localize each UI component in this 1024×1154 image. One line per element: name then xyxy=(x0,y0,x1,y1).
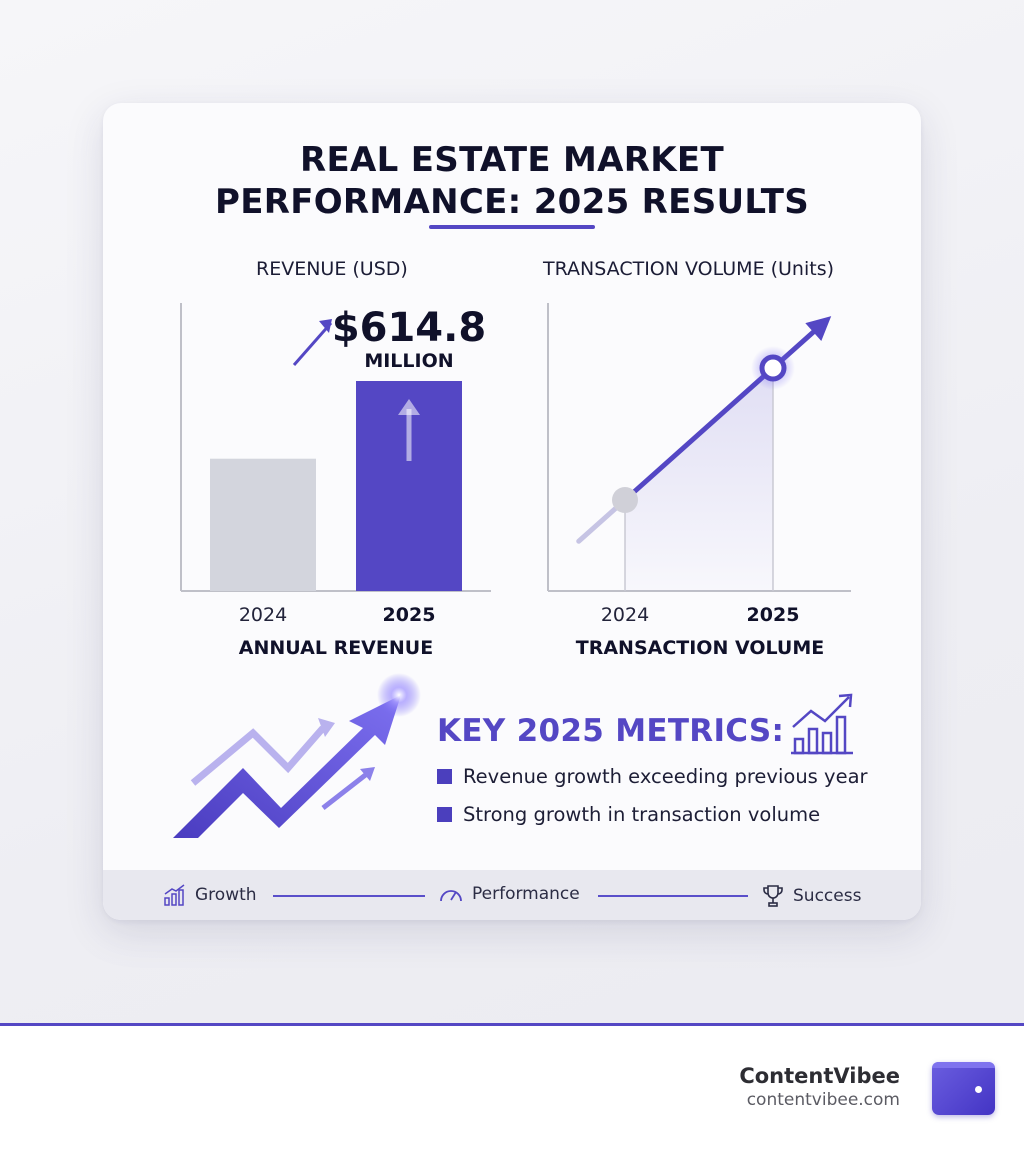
revenue-tick-2025: 2025 xyxy=(383,604,436,626)
infographic-card: REAL ESTATE MARKET PERFORMANCE: 2025 RES… xyxy=(103,103,921,920)
volume-series xyxy=(576,316,832,591)
revenue-bar-2024 xyxy=(210,458,316,591)
volume-point-2024 xyxy=(612,487,638,513)
revenue-bars xyxy=(210,381,462,591)
trophy-icon xyxy=(763,885,783,907)
brand-logo-icon xyxy=(932,1062,995,1115)
revenue-chart-title: REVENUE (USD) xyxy=(256,258,408,280)
title-underline xyxy=(429,225,595,229)
title-line-2: PERFORMANCE: 2025 RESULTS xyxy=(214,182,810,222)
bullet-square-icon xyxy=(437,807,452,822)
metric-item-text: Revenue growth exceeding previous year xyxy=(463,765,868,788)
volume-point-2025 xyxy=(759,354,787,382)
charts-canvas: $614.8 MILLION 2024 2025 ANNUAL REVENUE … xyxy=(180,303,851,659)
growth-arrows-icon xyxy=(173,673,421,838)
strip-label: Growth xyxy=(195,885,257,905)
volume-arrowhead-icon xyxy=(805,316,832,342)
strip-divider xyxy=(598,895,748,897)
footer-strip: Growth Performance Success xyxy=(103,870,921,920)
metrics-chart-icon xyxy=(791,693,853,755)
metric-item-volume: Strong growth in transaction volume xyxy=(437,803,820,826)
strip-label: Success xyxy=(793,886,862,906)
brand-bar: ContentVibee contentvibee.com xyxy=(0,1026,1024,1154)
volume-x-label: TRANSACTION VOLUME xyxy=(576,637,825,659)
brand-url[interactable]: contentvibee.com xyxy=(746,1090,900,1110)
strip-label: Performance xyxy=(472,884,580,904)
bottom-divider xyxy=(0,1023,1024,1026)
revenue-annotation-unit: MILLION xyxy=(364,350,453,372)
volume-chart-title: TRANSACTION VOLUME (Units) xyxy=(543,258,835,280)
metric-item-revenue: Revenue growth exceeding previous year xyxy=(437,765,868,788)
revenue-annotation-value: $614.8 xyxy=(332,305,486,351)
strip-item-growth: Growth xyxy=(163,884,257,906)
revenue-trend-arrow-icon xyxy=(292,322,333,366)
bullet-square-icon xyxy=(437,769,452,784)
brand-name: ContentVibee xyxy=(739,1064,900,1088)
strip-divider xyxy=(273,895,425,897)
volume-tick-2025: 2025 xyxy=(747,604,800,626)
bar-chart-icon xyxy=(164,884,185,906)
bar-up-arrowhead-icon xyxy=(398,399,420,415)
strip-item-performance: Performance xyxy=(438,884,580,904)
revenue-tick-2024: 2024 xyxy=(239,604,287,626)
revenue-trend-arrowhead-icon xyxy=(319,319,332,333)
volume-tick-2024: 2024 xyxy=(601,604,649,626)
revenue-x-label: ANNUAL REVENUE xyxy=(239,637,433,659)
strip-item-success: Success xyxy=(761,884,861,908)
metrics-title: KEY 2025 METRICS: xyxy=(437,713,785,749)
gauge-icon xyxy=(440,890,462,902)
title-line-1: REAL ESTATE MARKET xyxy=(300,140,724,180)
volume-area xyxy=(625,368,773,591)
metric-item-text: Strong growth in transaction volume xyxy=(463,803,821,826)
page-title: REAL ESTATE MARKET PERFORMANCE: 2025 RES… xyxy=(103,139,921,223)
